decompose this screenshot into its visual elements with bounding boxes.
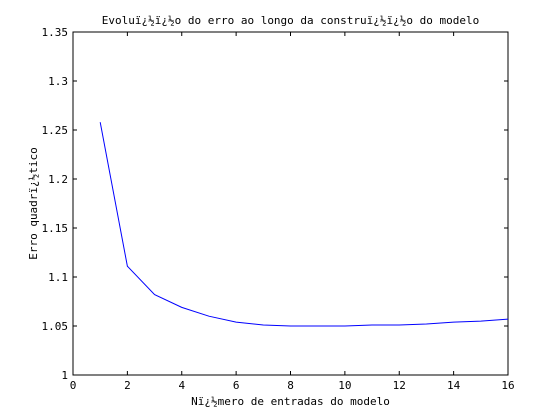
- axis-ticks: 0 2 4 6 8 10 12 14 16 1 1.05 1.1 1.15 1.2 1.25 1.3 1.35: [42, 26, 515, 392]
- x-axis-label: Nï¿½mero de entradas do modelo: [191, 395, 390, 408]
- series-line-0: [99, 122, 509, 327]
- plot-area-frame: [72, 31, 509, 376]
- x-tick-label: 0: [70, 379, 77, 392]
- x-tick-label: 6: [233, 379, 240, 392]
- x-tick-label: 16: [501, 379, 514, 392]
- y-tick-label: 1.1: [48, 271, 68, 284]
- x-tick-label: 10: [338, 379, 351, 392]
- y-tick-label: 1.15: [42, 222, 69, 235]
- x-tick-label: 4: [178, 379, 185, 392]
- y-tick-label: 1.25: [42, 124, 69, 137]
- y-tick-label: 1.05: [42, 320, 69, 333]
- x-tick-label: 14: [447, 379, 461, 392]
- y-tick-label: 1.35: [42, 26, 69, 39]
- chart-title: Evoluï¿½ï¿½o do erro ao longo da constru…: [102, 14, 480, 27]
- x-tick-label: 12: [393, 379, 406, 392]
- y-axis-label: Erro quadrï¿½tico: [27, 147, 40, 260]
- x-tick-label: 8: [287, 379, 294, 392]
- y-tick-label: 1.2: [48, 173, 68, 186]
- y-tick-label: 1.3: [48, 75, 68, 88]
- series-layer: [99, 122, 509, 327]
- y-tick-label: 1: [61, 369, 68, 382]
- x-tick-label: 2: [124, 379, 131, 392]
